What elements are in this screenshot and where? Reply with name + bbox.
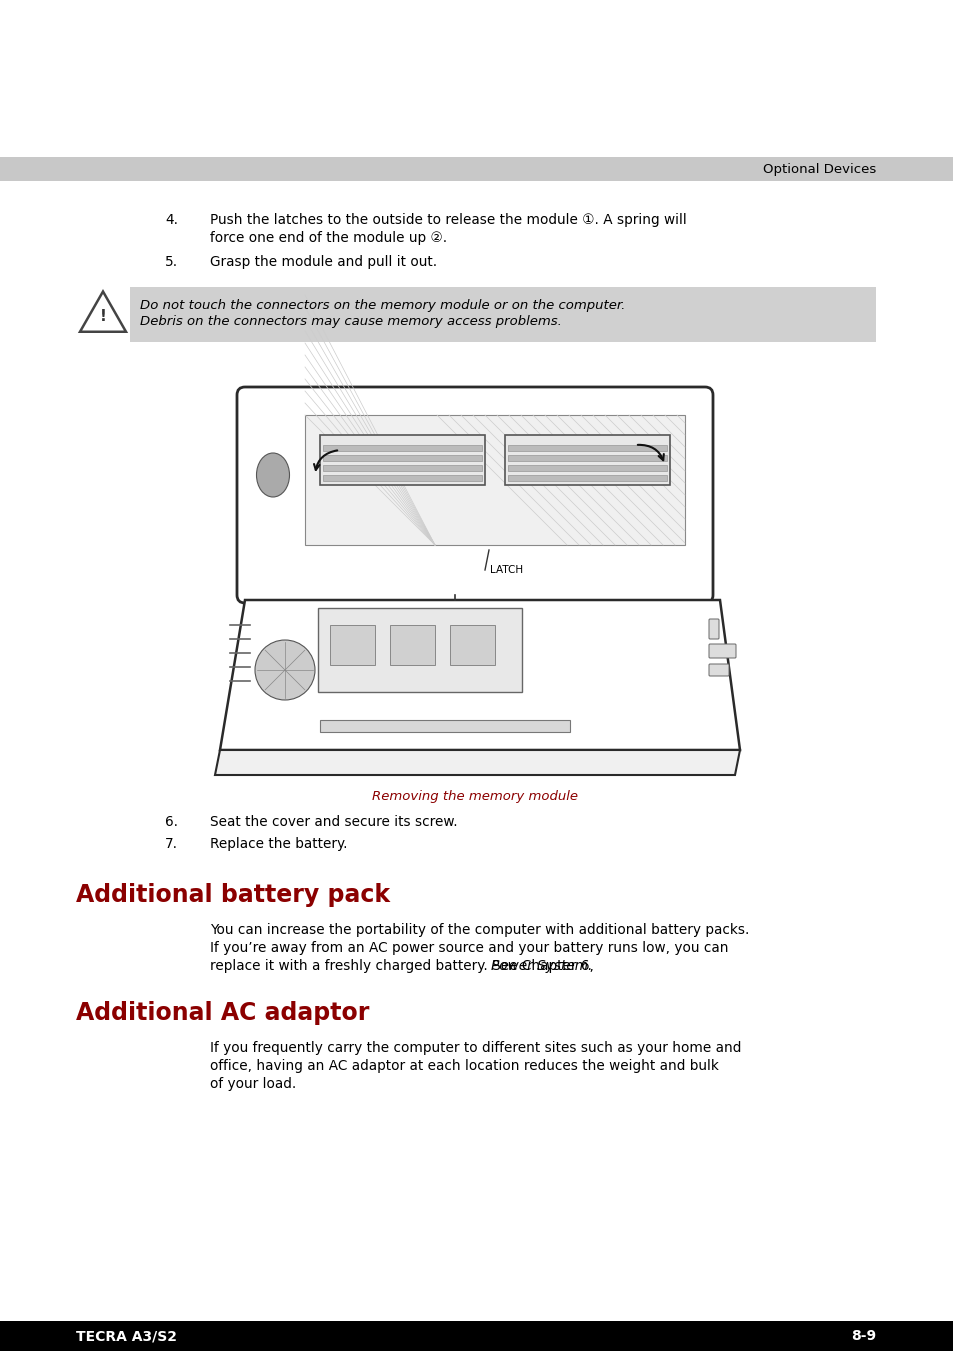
Text: Push the latches to the outside to release the module ①. A spring will: Push the latches to the outside to relea…: [210, 213, 686, 227]
Text: If you’re away from an AC power source and your battery runs low, you can: If you’re away from an AC power source a…: [210, 942, 728, 955]
FancyBboxPatch shape: [708, 663, 728, 676]
Text: You can increase the portability of the computer with additional battery packs.: You can increase the portability of the …: [210, 923, 749, 938]
FancyBboxPatch shape: [323, 476, 481, 481]
FancyBboxPatch shape: [323, 444, 481, 451]
FancyBboxPatch shape: [507, 476, 666, 481]
Text: If you frequently carry the computer to different sites such as your home and: If you frequently carry the computer to …: [210, 1042, 740, 1055]
Text: Replace the battery.: Replace the battery.: [210, 838, 347, 851]
Polygon shape: [80, 292, 126, 332]
Text: Debris on the connectors may cause memory access problems.: Debris on the connectors may cause memor…: [140, 315, 561, 328]
FancyBboxPatch shape: [450, 626, 495, 665]
FancyBboxPatch shape: [708, 644, 735, 658]
FancyBboxPatch shape: [0, 1321, 953, 1351]
FancyBboxPatch shape: [507, 455, 666, 461]
FancyBboxPatch shape: [323, 465, 481, 471]
Text: Power System.: Power System.: [491, 959, 592, 973]
Text: 8-9: 8-9: [850, 1329, 875, 1343]
Text: Optional Devices: Optional Devices: [762, 162, 875, 176]
FancyBboxPatch shape: [504, 435, 669, 485]
FancyBboxPatch shape: [319, 720, 569, 732]
Text: 4.: 4.: [165, 213, 178, 227]
Text: force one end of the module up ②.: force one end of the module up ②.: [210, 231, 447, 245]
FancyBboxPatch shape: [708, 619, 719, 639]
FancyBboxPatch shape: [305, 415, 684, 544]
FancyBboxPatch shape: [130, 286, 875, 342]
Text: Grasp the module and pull it out.: Grasp the module and pull it out.: [210, 255, 436, 269]
Text: replace it with a freshly charged battery. See Chapter 6,: replace it with a freshly charged batter…: [210, 959, 598, 973]
Text: LATCH: LATCH: [490, 565, 522, 576]
Text: Additional battery pack: Additional battery pack: [76, 884, 390, 907]
Text: TECRA A3/S2: TECRA A3/S2: [76, 1329, 177, 1343]
FancyBboxPatch shape: [323, 455, 481, 461]
Text: !: !: [99, 309, 107, 324]
FancyBboxPatch shape: [507, 465, 666, 471]
FancyBboxPatch shape: [330, 626, 375, 665]
FancyBboxPatch shape: [317, 608, 521, 692]
FancyBboxPatch shape: [0, 157, 953, 181]
Ellipse shape: [256, 453, 289, 497]
Text: Additional AC adaptor: Additional AC adaptor: [76, 1001, 369, 1025]
FancyBboxPatch shape: [507, 444, 666, 451]
Text: of your load.: of your load.: [210, 1077, 296, 1092]
Text: 7.: 7.: [165, 838, 178, 851]
Text: Do not touch the connectors on the memory module or on the computer.: Do not touch the connectors on the memor…: [140, 299, 625, 312]
Text: 6.: 6.: [165, 815, 178, 830]
Polygon shape: [214, 750, 740, 775]
Text: office, having an AC adaptor at each location reduces the weight and bulk: office, having an AC adaptor at each loc…: [210, 1059, 719, 1073]
FancyBboxPatch shape: [319, 435, 484, 485]
Text: Removing the memory module: Removing the memory module: [372, 790, 578, 802]
FancyBboxPatch shape: [390, 626, 435, 665]
Text: Seat the cover and secure its screw.: Seat the cover and secure its screw.: [210, 815, 457, 830]
Circle shape: [254, 640, 314, 700]
Polygon shape: [220, 600, 740, 750]
Text: 5.: 5.: [165, 255, 178, 269]
FancyBboxPatch shape: [236, 386, 712, 603]
